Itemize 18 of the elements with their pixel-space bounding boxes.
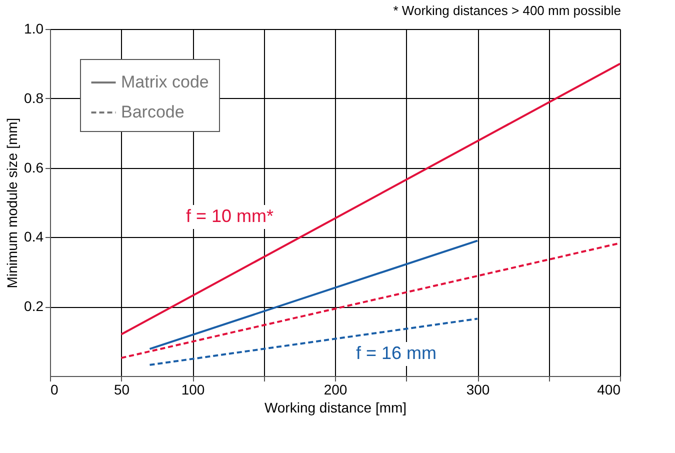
y-axis-title: Minimum module size [mm] xyxy=(4,118,20,288)
x-tick-label: 300 xyxy=(466,382,490,398)
x-tick-label: 100 xyxy=(181,382,205,398)
annotation: Matrix code xyxy=(121,72,209,92)
y-tick-label: 0.4 xyxy=(24,228,44,245)
x-tick-label: 0 xyxy=(50,382,58,398)
y-tick-label: 1.0 xyxy=(24,20,44,36)
text: * Working distances > 400 mm possible xyxy=(393,3,621,18)
y-tick-label: 0.2 xyxy=(24,298,44,314)
x-tick-label: 200 xyxy=(324,382,348,398)
y-tick-label: 0.8 xyxy=(24,90,44,106)
x-tick-label: 50 xyxy=(114,382,130,398)
annotation: Barcode xyxy=(121,102,184,122)
annotation: f = 16 mm xyxy=(356,343,437,363)
annotation: f = 10 mm* xyxy=(186,206,274,226)
x-axis-title: Working distance [mm] xyxy=(264,400,407,416)
x-tick-label: 400 xyxy=(597,382,621,398)
y-tick-label: 0.6 xyxy=(24,159,44,176)
